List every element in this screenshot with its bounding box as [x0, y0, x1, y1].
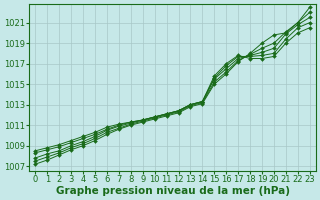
X-axis label: Graphe pression niveau de la mer (hPa): Graphe pression niveau de la mer (hPa): [56, 186, 290, 196]
